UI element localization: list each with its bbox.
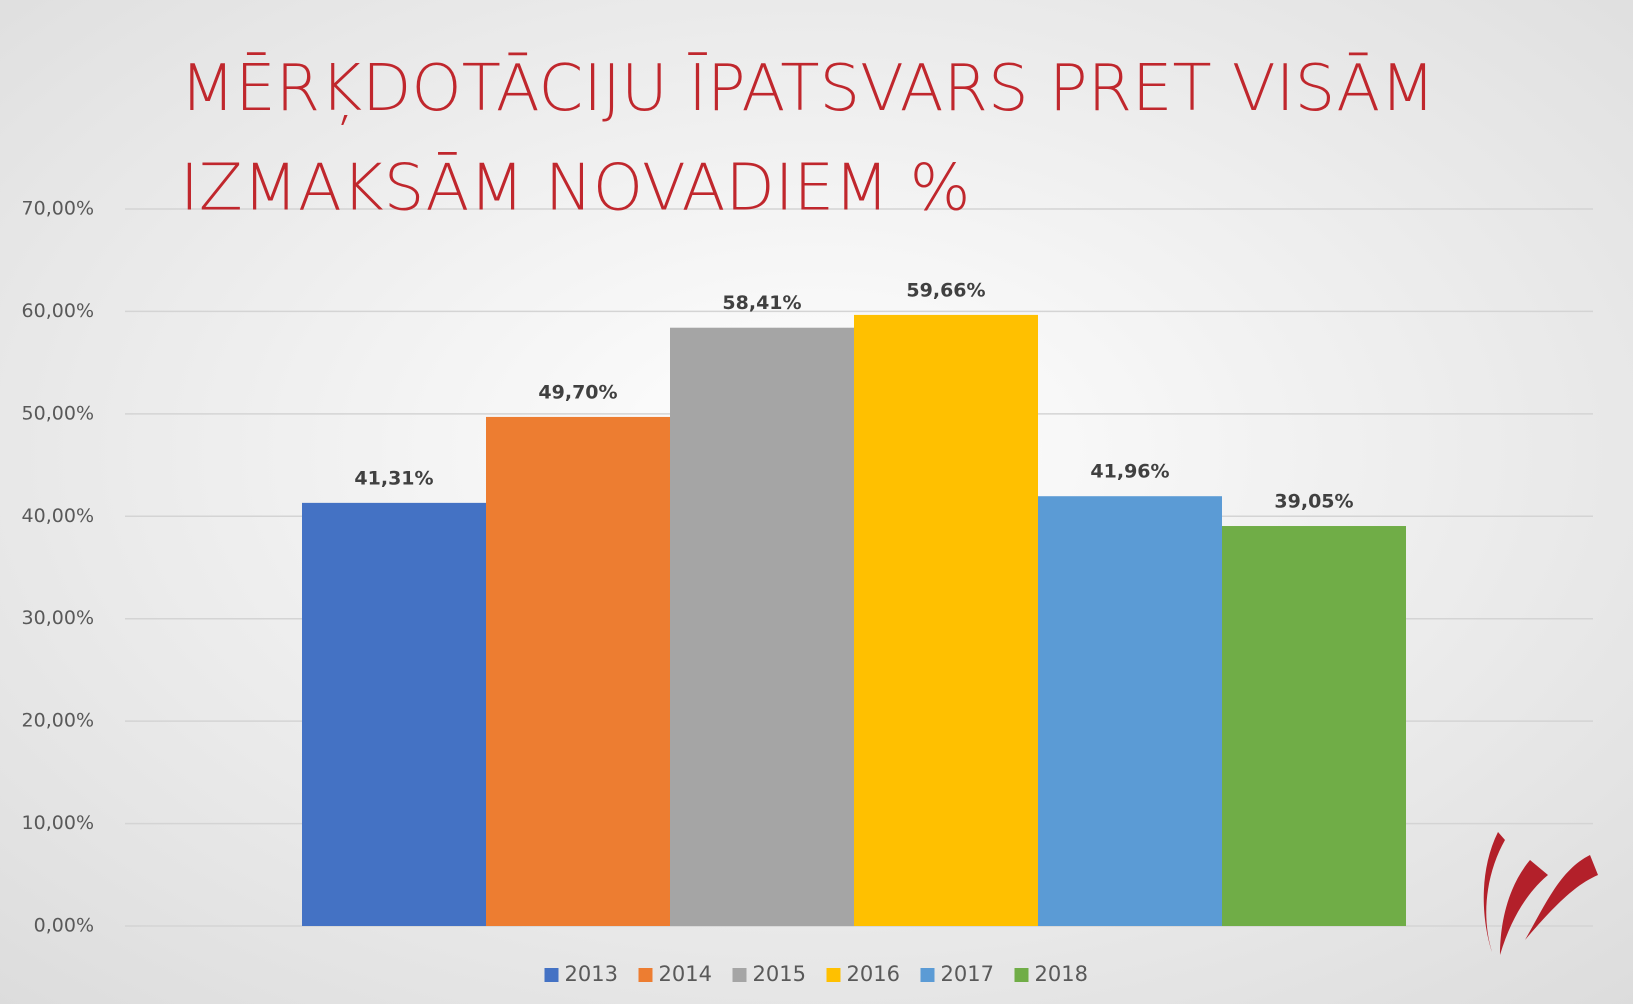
bar [1038, 496, 1222, 926]
y-tick-label: 10,00% [22, 812, 94, 834]
legend-swatch [826, 968, 841, 982]
bar [302, 502, 486, 926]
legend-swatch [544, 968, 559, 982]
y-tick-label: 60,00% [22, 300, 94, 322]
legend-label: 2017 [941, 962, 994, 986]
data-label: 59,66% [906, 279, 985, 301]
y-tick-label: 20,00% [22, 710, 94, 732]
y-tick-label: 70,00% [22, 198, 94, 220]
legend-label: 2016 [847, 962, 900, 986]
logo [1483, 832, 1598, 955]
data-label: 39,05% [1274, 491, 1353, 513]
data-label: 49,70% [538, 381, 617, 403]
legend-label: 2013 [565, 962, 618, 986]
data-label: 41,31% [354, 467, 433, 489]
legend-label: 2018 [1035, 962, 1088, 986]
legend-swatch [638, 968, 653, 982]
y-tick-label: 30,00% [22, 607, 94, 629]
chart-title-line: IZMAKSĀM NOVADIEM % [180, 152, 970, 226]
y-tick-label: 40,00% [22, 505, 94, 527]
chart-title-line: MĒRĶDOTĀCIJU ĪPATSVARS PRET VISĀM [180, 52, 1435, 126]
bar [486, 416, 670, 926]
data-label: 58,41% [722, 292, 801, 314]
legend-label: 2014 [659, 962, 712, 986]
legend-swatch [732, 968, 747, 982]
y-tick-label: 50,00% [22, 402, 94, 424]
plot-area: 0,00% 10,00% 20,00% 30,00% 40,00% 50,00% 60,00… [22, 198, 1593, 986]
y-tick-label: 0,00% [34, 915, 94, 937]
legend-swatch [1014, 968, 1029, 982]
legend-swatch [920, 968, 935, 982]
bar [854, 314, 1038, 926]
legend-label: 2015 [753, 962, 806, 986]
bar [670, 327, 854, 926]
data-label: 41,96% [1090, 461, 1169, 483]
bar [1222, 526, 1406, 926]
